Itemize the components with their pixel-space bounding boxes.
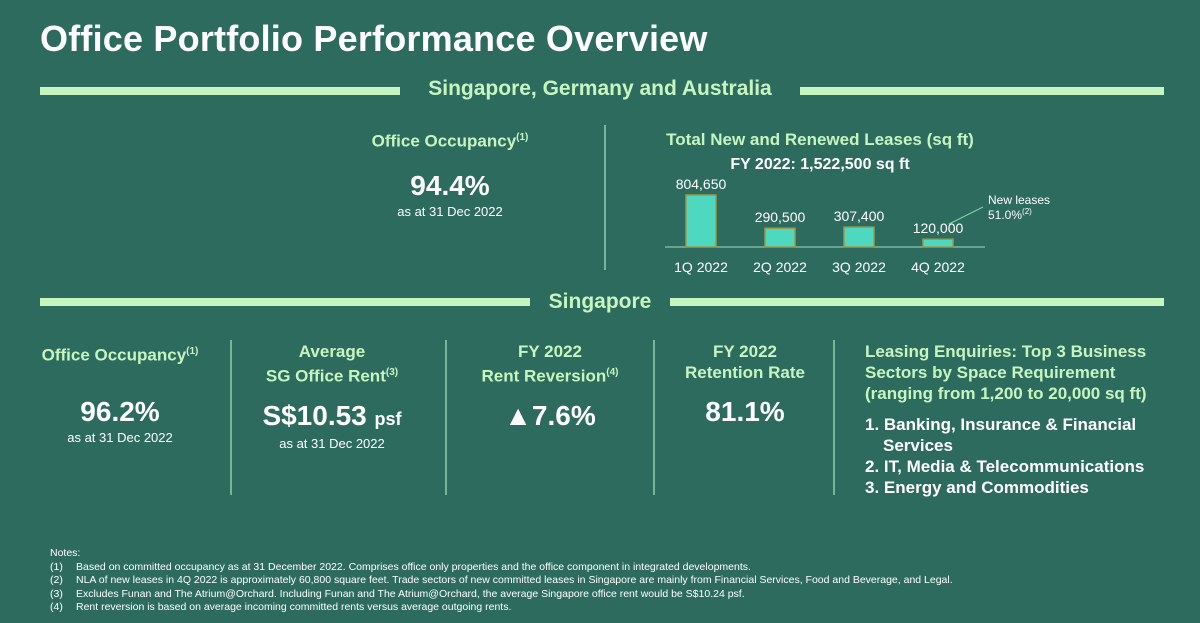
footnote-text: Rent reversion is based on average incom… [76,601,512,613]
page-title: Office Portfolio Performance Overview [40,18,708,59]
chart-subtitle: FY 2022: 1,522,500 sq ft [730,156,910,173]
section2-divider-right [670,298,1164,306]
list-item: 2. IT, Media & Telecommunications [865,457,1145,476]
list-item: 1. Banking, Insurance & Financial [865,415,1137,434]
sg-divider-1 [230,340,232,495]
sg-rent-heading-1: Average [298,342,366,361]
sg-reversion-heading-2-text: Rent Reversion [481,366,607,386]
footnotes: Notes: (1) Based on committed occupancy a… [50,547,953,615]
footnote-number: (2) [50,574,63,586]
chart-title: Total New and Renewed Leases (sq ft) [666,130,974,149]
footnote-number: (4) [50,601,63,613]
top-occupancy-block: Office Occupancy(1) 94.4% as at 31 Dec 2… [330,127,570,219]
bar-4q-2022 [922,238,954,248]
sg-rent-sub: as at 31 Dec 2022 [279,435,385,451]
sg-reversion-heading-2: Rent Reversion(4) [450,362,650,387]
data-label: 290,500 [755,209,806,225]
footnote-row: (2) NLA of new leases in 4Q 2022 is appro… [50,574,953,588]
sg-retention-heading-2: Retention Rate [685,363,805,382]
sg-occupancy-block: Office Occupancy(1) 96.2% as at 31 Dec 2… [20,341,220,445]
list-item: 3. Energy and Commodities [865,478,1089,497]
bar-2q-2022 [764,227,796,248]
annotation-line1: New leases: [988,193,1050,207]
sg-occupancy-sub: as at 31 Dec 2022 [67,429,173,445]
bar-3q-2022 [843,226,875,248]
sg-reversion-block: FY 2022 Rent Reversion(4) ▲7.6% [450,341,650,432]
footnote-row: (3) Excludes Funan and The Atrium@Orchard… [50,588,953,602]
sg-retention-block: FY 2022 Retention Rate 81.1% [650,341,840,428]
sg-rent-heading-2-text: SG Office Rent [265,366,386,386]
sg-reversion-heading-1: FY 2022 [518,342,582,361]
section-divider-right [800,87,1164,95]
footnote-row: (1) Based on committed occupancy as at 31… [50,561,953,575]
sg-occupancy-heading-text: Office Occupancy [41,345,187,365]
category-label: 2Q 2022 [753,259,807,275]
section-divider-left [40,87,400,95]
sg-occupancy-value: 96.2% [80,395,160,427]
note-ref: (4) [606,367,619,378]
sg-enquiries-heading-3: (ranging from 1,200 to 20,000 sq ft) [865,384,1147,403]
sg-retention-heading-1: FY 2022 [713,342,777,361]
data-label: 804,650 [676,176,727,192]
footnote-text: NLA of new leases in 4Q 2022 is approxim… [76,574,953,586]
annotation-line2: 51.0%(2) [988,207,1032,222]
leases-bar-chart: 804,650 1Q 2022 290,500 2Q 2022 307,400 3Q 20… [665,176,1050,275]
sg-rent-value: S$10.53 psf [232,400,432,432]
section2-divider-left [40,298,530,306]
sg-occupancy-heading: Office Occupancy(1) [20,341,220,366]
sg-rent-heading-2: SG Office Rent(3) [232,362,432,387]
top-vertical-divider [604,125,606,270]
list-item: Services [883,436,953,455]
sg-divider-4 [833,340,835,495]
data-label: 120,000 [913,220,964,236]
sg-retention-value: 81.1% [705,396,785,427]
sg-enquiries-block: Leasing Enquiries: Top 3 Business Sector… [865,341,1185,498]
sg-enquiries-list: 1. Banking, Insurance & Financial Servic… [865,414,1185,498]
sg-reversion-value: ▲7.6% [504,399,596,431]
footnote-text: Based on committed occupancy as at 31 De… [76,560,751,573]
sg-rent-value-text: S$10.53 [262,399,367,431]
top-occupancy-heading: Office Occupancy(1) [330,127,570,152]
category-label: 4Q 2022 [911,259,965,275]
note-ref: (1) [186,346,199,357]
sg-rent-block: Average SG Office Rent(3) S$10.53 psf as… [232,341,432,451]
sg-rent-unit: psf [374,408,402,429]
sg-enquiries-heading-2: Sectors by Space Requirement [865,363,1116,382]
sg-enquiries-heading-1: Leasing Enquiries: Top 3 Business [865,342,1147,361]
sg-divider-3 [653,340,655,495]
top-occupancy-heading-text: Office Occupancy [371,131,517,151]
footnote-number: (3) [50,587,63,600]
top-occupancy-value: 94.4% [410,169,490,201]
annotation-leader-line [948,206,984,225]
category-label: 3Q 2022 [832,259,886,275]
section-label-regions: Singapore, Germany and Australia [428,77,772,100]
footnote-row: (4) Rent reversion is based on average in… [50,601,953,615]
note-ref: (3) [385,367,399,378]
data-label: 307,400 [834,208,885,224]
notes-heading: Notes: [50,547,81,559]
footnote-number: (1) [50,560,63,573]
footnote-text: Excludes Funan and The Atrium@Orchard. I… [76,587,745,600]
category-label: 1Q 2022 [674,259,728,275]
top-occupancy-sub: as at 31 Dec 2022 [397,203,503,219]
section-label-singapore: Singapore [548,290,652,313]
bar-1q-2022 [685,194,717,248]
sg-divider-2 [445,340,447,495]
note-ref: (1) [516,132,529,143]
